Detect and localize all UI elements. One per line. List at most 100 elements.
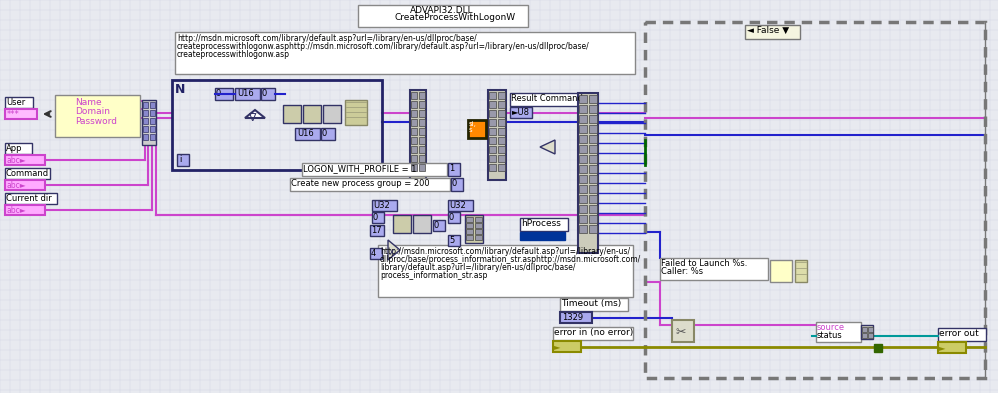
Bar (411, 119, 417, 126)
Bar (448, 200, 473, 211)
Bar (419, 155, 425, 162)
Bar (370, 225, 384, 236)
Text: ADVAPI32.DLL: ADVAPI32.DLL (410, 6, 474, 15)
Bar (579, 185, 587, 193)
Bar (411, 128, 417, 135)
Bar (448, 235, 460, 246)
Bar (372, 212, 384, 223)
Bar (468, 120, 486, 138)
Text: 1: 1 (449, 164, 454, 173)
Bar (419, 110, 425, 117)
Text: http://msdn.microsoft.com/library/default.asp?url=/library/en-us/dllproc/base/: http://msdn.microsoft.com/library/defaul… (177, 34, 477, 43)
Text: User: User (6, 98, 25, 107)
Bar (411, 164, 417, 171)
Bar (323, 105, 341, 123)
Polygon shape (388, 240, 400, 260)
Bar (55, 95, 140, 137)
Bar (411, 92, 417, 99)
Text: abc►: abc► (7, 156, 27, 165)
Bar (393, 215, 411, 233)
Bar (579, 105, 587, 113)
Bar (235, 88, 260, 100)
Bar (302, 163, 447, 176)
Bar (419, 137, 425, 144)
Bar (411, 137, 417, 144)
Bar (475, 235, 482, 240)
Text: Current dir: Current dir (6, 194, 52, 203)
Text: 0: 0 (434, 221, 439, 230)
Bar (589, 215, 597, 223)
Bar (143, 110, 148, 116)
Text: ◄ False ▼: ◄ False ▼ (747, 26, 789, 35)
Bar (510, 107, 532, 118)
Bar (466, 223, 473, 228)
Bar (489, 119, 496, 126)
Bar (419, 119, 425, 126)
Bar (5, 155, 45, 165)
Bar (498, 137, 505, 144)
Text: 0: 0 (262, 89, 267, 98)
Text: Name: Name (75, 98, 102, 107)
Bar (589, 205, 597, 213)
Text: 0: 0 (322, 129, 327, 138)
Bar (579, 135, 587, 143)
Bar (321, 128, 335, 140)
Text: createprocesswithlogonw.asphttp://msdn.microsoft.com/library/default.asp?url=/li: createprocesswithlogonw.asphttp://msdn.m… (177, 42, 590, 51)
Bar (448, 212, 460, 223)
Bar (261, 88, 275, 100)
Bar (5, 205, 45, 215)
Bar (410, 90, 426, 180)
Bar (874, 344, 882, 352)
Text: Domain: Domain (75, 107, 110, 116)
Bar (372, 200, 397, 211)
Bar (175, 32, 635, 74)
Text: 1329: 1329 (562, 313, 583, 322)
Text: dllproc/base/process_information_str.asphttp://msdn.microsoft.com/: dllproc/base/process_information_str.asp… (380, 255, 642, 264)
Bar (589, 95, 597, 103)
Bar (419, 164, 425, 171)
Bar (448, 163, 460, 176)
Text: 0: 0 (373, 213, 378, 222)
Bar (672, 320, 694, 342)
Text: U16: U16 (297, 129, 313, 138)
Bar (816, 322, 861, 342)
Bar (466, 217, 473, 222)
Bar (5, 180, 45, 190)
Bar (215, 88, 233, 100)
Bar (795, 260, 807, 282)
Bar (143, 134, 148, 140)
Bar (498, 155, 505, 162)
Bar (510, 93, 585, 106)
Text: createprocesswithlogonw.asp: createprocesswithlogonw.asp (177, 50, 290, 59)
Text: Command: Command (6, 169, 49, 178)
Text: 4: 4 (371, 249, 376, 258)
Bar (143, 118, 148, 124)
Text: si,: si, (469, 121, 477, 127)
Bar (5, 143, 32, 154)
Bar (411, 101, 417, 108)
Bar (579, 155, 587, 163)
Bar (143, 102, 148, 108)
Bar (413, 215, 431, 233)
Bar (589, 115, 597, 123)
Bar (150, 110, 155, 116)
Bar (579, 95, 587, 103)
Bar (290, 178, 450, 191)
Bar (143, 126, 148, 132)
Text: x: x (389, 247, 395, 257)
Bar (589, 185, 597, 193)
Text: ►: ► (939, 343, 945, 352)
Text: i: i (179, 155, 182, 164)
Bar (553, 341, 581, 352)
Bar (579, 195, 587, 203)
Bar (498, 92, 505, 99)
Polygon shape (540, 140, 555, 154)
Text: U32: U32 (373, 201, 390, 210)
Bar (868, 327, 873, 332)
Bar (645, 22, 985, 378)
Bar (489, 146, 496, 153)
Bar (489, 137, 496, 144)
Bar (579, 225, 587, 233)
Bar (868, 333, 873, 338)
Bar (465, 215, 483, 243)
